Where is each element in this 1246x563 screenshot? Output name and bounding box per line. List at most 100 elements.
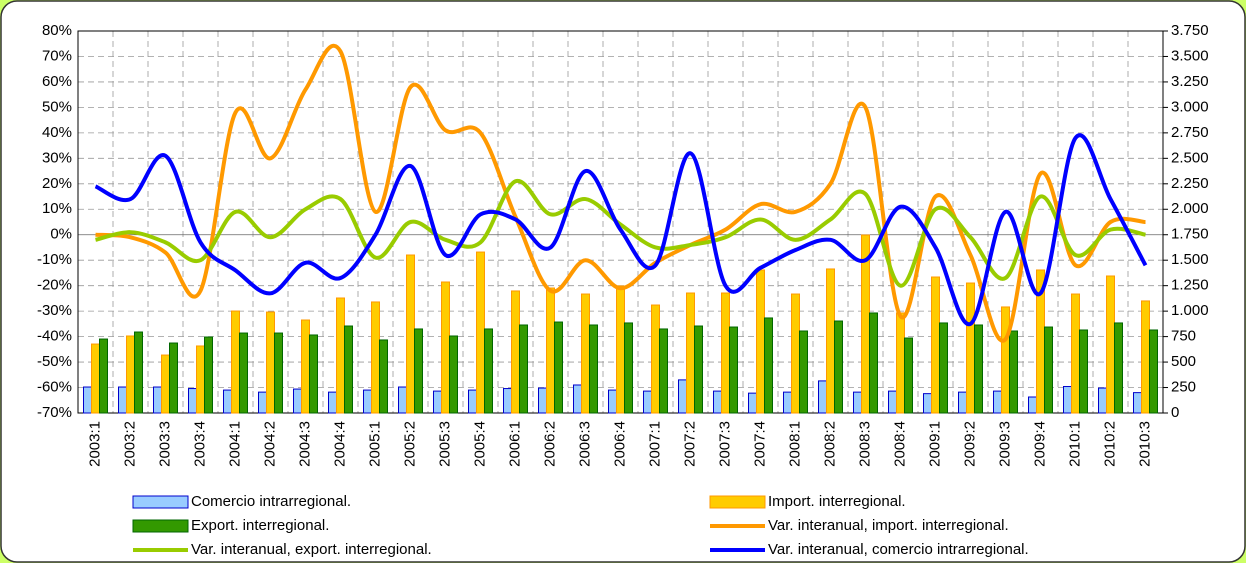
bar [589,324,598,414]
bar [274,332,283,414]
line [94,133,1148,326]
line [95,179,1146,288]
x-tick-label: 2007:1 [646,421,663,467]
x-tick-label: 2006:1 [506,421,523,467]
x-tick-label: 2009:1 [926,421,943,467]
y2-tick-label: 250 [1171,379,1196,396]
x-tick-label: 2003:2 [121,421,138,467]
x-tick-label: 2006:4 [611,421,628,467]
legend-swatch [709,495,766,509]
bar [344,325,353,414]
bar [188,388,197,414]
bar [1149,329,1158,414]
bar [371,301,380,414]
bar [678,379,687,414]
x-tick-label: 2009:3 [996,421,1013,467]
bar [764,317,773,414]
bar [126,335,135,414]
bar [554,321,563,414]
bar [686,292,695,414]
x-tick-label: 2005:2 [401,421,418,467]
y-tick-label: 70% [42,47,72,64]
bar [468,389,477,414]
y2-tick-label: 2.000 [1171,200,1209,217]
y2-tick-label: 3.000 [1171,98,1209,115]
bar [573,384,582,414]
bar [748,392,757,414]
bar [406,254,415,414]
y-tick-label: -50% [37,353,72,370]
x-tick-label: 2005:1 [366,421,383,467]
bar [993,390,1002,414]
y2-tick-label: 2.750 [1171,124,1209,141]
y-tick-label: 80% [42,22,72,39]
bar [223,389,232,414]
y-tick-label: 50% [42,98,72,115]
bar [1063,386,1072,414]
y2-tick-label: 1.750 [1171,226,1209,243]
legend-label: Var. interanual, export. interregional. [191,541,432,558]
bar [161,354,170,414]
x-tick-label: 2010:1 [1066,421,1083,467]
bar [433,390,442,414]
x-tick-label: 2004:4 [331,421,348,467]
y2-tick-label: 750 [1171,328,1196,345]
bar [853,391,862,414]
bar [888,390,897,414]
x-tick-label: 2004:3 [296,421,313,467]
y-tick-label: 60% [42,73,72,90]
x-tick-label: 2005:4 [471,421,488,467]
legend-label: Comercio intrarregional. [191,493,351,510]
x-tick-label: 2008:4 [891,421,908,467]
y2-tick-label: 1.500 [1171,251,1209,268]
x-tick-label: 2008:2 [821,421,838,467]
bar [83,386,92,414]
bar [694,325,703,414]
x-tick-label: 2008:3 [856,421,873,467]
bar [301,319,310,414]
bar [1114,322,1123,414]
bar [818,380,827,414]
y2-tick-label: 1.000 [1171,302,1209,319]
legend-swatch [132,495,189,509]
bar [1133,392,1142,414]
bar [204,336,213,414]
bar [258,391,267,414]
bar [923,393,932,414]
y-tick-label: -40% [37,328,72,345]
x-tick-label: 2009:2 [961,421,978,467]
bar [869,312,878,414]
bar [503,388,512,414]
y-tick-label: 30% [42,149,72,166]
bar [729,326,738,414]
y2-tick-label: 2.500 [1171,149,1209,166]
bar [239,332,248,414]
x-tick-label: 2003:4 [191,421,208,467]
bar [169,342,178,414]
bar [398,386,407,414]
y-tick-label: -30% [37,302,72,319]
y-tick-label: 10% [42,200,72,217]
y2-tick-label: 1.250 [1171,277,1209,294]
bar [624,322,633,414]
legend-label: Import. interregional. [768,493,906,510]
x-tick-label: 2007:2 [681,421,698,467]
bar [958,391,967,414]
bar [756,269,765,414]
bar [616,285,625,414]
line [95,43,1146,343]
legend-swatch [132,519,189,533]
bar [643,390,652,414]
x-tick-label: 2009:4 [1031,421,1048,467]
bar [328,391,337,414]
bar [519,324,528,414]
bar [153,386,162,414]
y-tick-label: 20% [42,175,72,192]
bar [1028,396,1037,414]
y-tick-label: 0% [50,226,72,243]
bar [834,320,843,414]
legend-label: Export. interregional. [191,517,329,534]
x-tick-label: 2005:3 [436,421,453,467]
